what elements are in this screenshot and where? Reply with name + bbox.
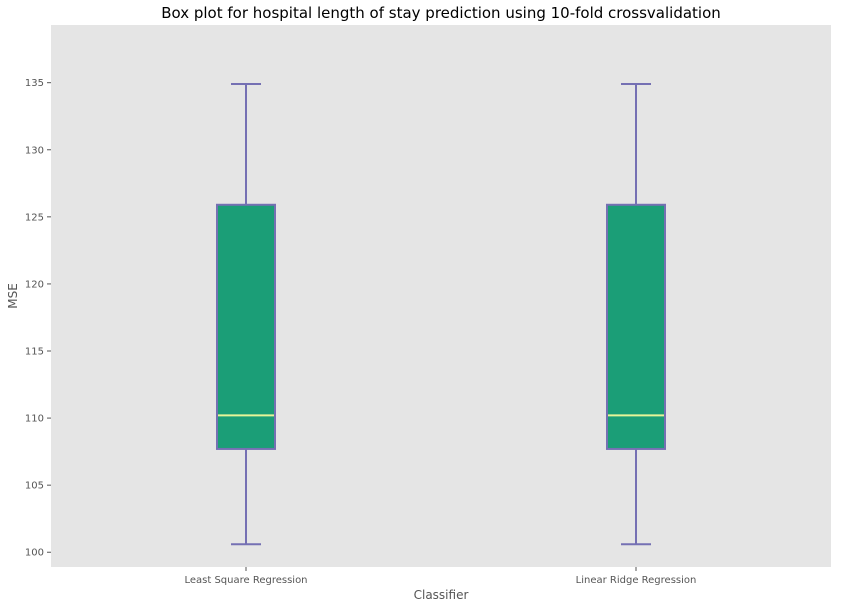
chart-title: Box plot for hospital length of stay pre… — [161, 4, 721, 22]
x-tick-label: Least Square Regression — [184, 575, 307, 586]
y-axis-ticks: 100 105 110 115 120 125 130 135 — [25, 78, 51, 559]
x-axis-ticks: Least Square Regression Linear Ridge Regr… — [184, 567, 696, 586]
box-group — [216, 83, 276, 546]
y-tick-label: 105 — [25, 481, 44, 492]
x-tick-label: Linear Ridge Regression — [576, 575, 697, 586]
y-tick-label: 120 — [25, 279, 44, 290]
y-tick-label: 135 — [25, 78, 44, 89]
y-tick-label: 110 — [25, 414, 44, 425]
box-series — [216, 83, 666, 546]
y-tick-label: 125 — [25, 212, 44, 223]
box-iqr — [606, 203, 666, 450]
y-tick-label: 115 — [25, 347, 44, 358]
box-group — [606, 83, 666, 546]
y-tick-label: 130 — [25, 145, 44, 156]
plot-area — [51, 25, 831, 567]
y-axis-label: MSE — [6, 283, 20, 309]
y-tick-label: 100 — [25, 548, 44, 559]
x-axis-label: Classifier — [414, 588, 469, 602]
box-iqr — [216, 203, 276, 450]
